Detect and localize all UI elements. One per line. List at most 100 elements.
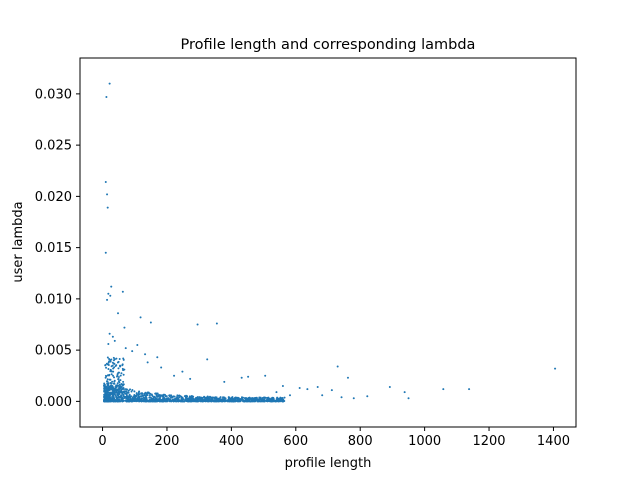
data-point — [120, 397, 123, 400]
data-point — [113, 376, 116, 379]
data-point — [119, 379, 122, 382]
data-point — [277, 400, 280, 403]
data-point — [266, 396, 269, 399]
data-point — [133, 390, 136, 393]
data-point — [281, 385, 284, 387]
data-point — [115, 364, 118, 367]
data-point — [112, 370, 115, 373]
data-point — [241, 397, 244, 400]
data-point — [196, 323, 199, 326]
data-point — [105, 391, 108, 394]
y-tick-label: 0.010 — [35, 292, 72, 307]
data-point — [283, 400, 286, 403]
data-point — [554, 367, 557, 370]
data-point — [206, 358, 209, 361]
data-point — [115, 391, 118, 394]
data-point — [186, 400, 189, 403]
data-point — [104, 181, 107, 184]
data-point — [111, 380, 114, 383]
data-point — [108, 387, 111, 390]
data-point — [117, 312, 120, 315]
data-point — [185, 396, 188, 399]
data-point — [123, 326, 126, 329]
data-point — [107, 342, 110, 345]
data-point — [230, 396, 233, 399]
x-tick-label: 600 — [283, 434, 308, 449]
data-point — [104, 364, 107, 367]
data-point — [168, 398, 171, 401]
data-point — [177, 394, 180, 397]
data-point — [116, 391, 119, 394]
data-point — [117, 367, 120, 370]
data-point — [227, 396, 230, 399]
data-point — [149, 321, 152, 324]
data-point — [109, 396, 112, 399]
data-point — [103, 382, 106, 385]
data-point — [120, 386, 123, 389]
data-point — [181, 370, 184, 373]
data-point — [403, 391, 406, 394]
data-point — [119, 395, 122, 398]
data-point — [140, 399, 143, 402]
data-point — [106, 206, 109, 209]
data-point — [109, 381, 112, 384]
data-point — [107, 382, 110, 385]
data-point — [113, 380, 116, 383]
data-point — [120, 389, 123, 392]
data-point — [190, 395, 193, 398]
data-point — [107, 292, 110, 295]
data-point — [131, 350, 134, 353]
data-point — [117, 376, 120, 379]
data-point — [104, 400, 107, 403]
data-point — [182, 398, 185, 401]
data-point — [275, 398, 278, 401]
data-point — [219, 398, 222, 401]
data-point — [407, 397, 410, 400]
data-point — [160, 366, 163, 369]
data-point — [135, 400, 138, 403]
data-point — [264, 374, 267, 377]
data-point — [235, 399, 238, 402]
data-point — [137, 391, 140, 394]
data-point — [105, 95, 108, 98]
data-point — [263, 400, 266, 403]
data-point — [258, 399, 261, 402]
data-point — [171, 396, 174, 399]
data-point — [106, 378, 109, 381]
data-point — [173, 395, 176, 398]
data-point — [283, 396, 286, 399]
data-point — [106, 387, 109, 389]
data-point — [118, 388, 121, 391]
data-point — [125, 393, 128, 396]
data-point — [336, 365, 339, 368]
data-point — [279, 400, 282, 403]
x-tick-label: 1200 — [472, 434, 505, 449]
data-point — [256, 400, 259, 403]
data-point — [114, 386, 117, 389]
data-point — [108, 82, 111, 85]
data-point — [122, 380, 125, 383]
data-point — [107, 384, 110, 387]
data-point — [213, 400, 216, 403]
data-point — [148, 396, 151, 399]
data-point — [168, 399, 171, 402]
data-point — [123, 396, 126, 399]
y-tick-label: 0.005 — [35, 344, 72, 359]
data-point — [108, 378, 111, 381]
data-point — [129, 395, 132, 398]
data-point — [173, 398, 176, 401]
data-point — [280, 399, 283, 402]
data-point — [119, 374, 122, 377]
points-layer — [103, 82, 557, 403]
x-tick-label: 800 — [348, 434, 373, 449]
data-point — [113, 366, 116, 369]
data-point — [210, 400, 213, 403]
data-point — [126, 391, 129, 394]
data-point — [106, 380, 109, 383]
data-point — [141, 392, 144, 395]
data-point — [154, 392, 157, 395]
data-point — [111, 384, 114, 387]
data-point — [107, 361, 110, 364]
